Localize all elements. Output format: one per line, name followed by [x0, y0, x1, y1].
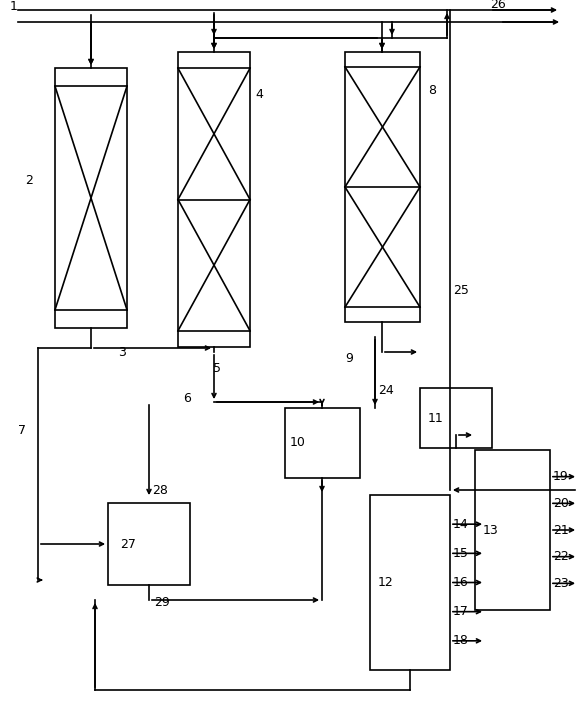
Text: 22: 22 [553, 550, 569, 563]
Text: 5: 5 [213, 362, 221, 375]
Text: 4: 4 [255, 88, 263, 102]
Text: 23: 23 [553, 577, 569, 590]
Text: 25: 25 [453, 283, 469, 296]
Text: 26: 26 [490, 0, 506, 11]
Bar [345, 52, 420, 322]
Bar [420, 388, 492, 448]
Text: 29: 29 [154, 597, 170, 609]
Text: 13: 13 [483, 523, 499, 537]
Bar [285, 408, 360, 478]
Text: 7: 7 [18, 424, 26, 436]
Text: 14: 14 [453, 518, 469, 530]
Text: 2: 2 [25, 174, 33, 187]
Bar [108, 503, 190, 585]
Text: 11: 11 [428, 412, 444, 424]
Text: 24: 24 [378, 384, 394, 397]
Bar [55, 68, 127, 328]
Text: 19: 19 [553, 470, 569, 483]
Text: 6: 6 [183, 392, 191, 404]
Text: 9: 9 [345, 352, 353, 365]
Text: 8: 8 [428, 83, 436, 97]
Text: 17: 17 [453, 605, 469, 618]
Text: 16: 16 [453, 576, 469, 589]
Bar [178, 52, 250, 347]
Text: 20: 20 [553, 497, 569, 510]
Text: 1: 1 [10, 1, 18, 14]
Text: 18: 18 [453, 634, 469, 647]
Text: 27: 27 [120, 538, 136, 550]
Text: 21: 21 [553, 523, 569, 537]
Bar [370, 495, 450, 670]
Text: 15: 15 [453, 547, 469, 560]
Text: 3: 3 [118, 345, 126, 359]
Text: 10: 10 [290, 436, 306, 449]
Text: 28: 28 [152, 484, 168, 498]
Text: 12: 12 [378, 575, 394, 589]
Bar [475, 450, 550, 610]
